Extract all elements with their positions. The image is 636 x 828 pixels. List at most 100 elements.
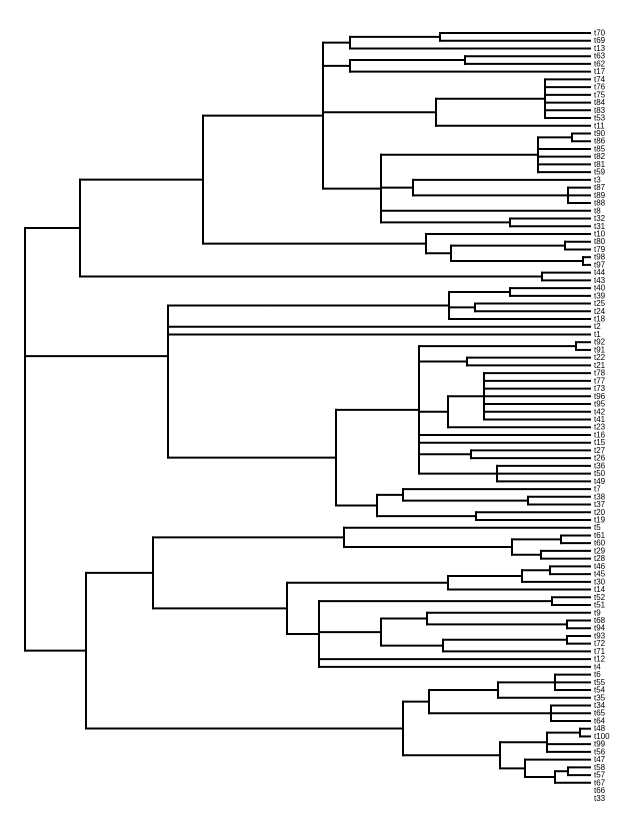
tip-label: t28 <box>594 554 606 563</box>
tip-label: t49 <box>594 477 606 486</box>
tip-label: t51 <box>594 601 606 610</box>
tip-label: t39 <box>594 291 606 300</box>
tip-label: t29 <box>594 546 606 555</box>
tip-label: t69 <box>594 36 606 45</box>
tip-label: t31 <box>594 222 606 231</box>
tip-label: t61 <box>594 531 606 540</box>
tip-label: t97 <box>594 260 606 269</box>
tip-label: t73 <box>594 384 606 393</box>
tip-label: t32 <box>594 214 606 223</box>
tip-labels: t70t69t13t63t62t17t74t76t75t84t83t53t11t… <box>594 29 610 803</box>
tip-label: t92 <box>594 338 606 347</box>
tip-label: t63 <box>594 52 606 61</box>
tip-label: t41 <box>594 415 606 424</box>
tip-label: t62 <box>594 59 606 68</box>
tip-label: t34 <box>594 701 606 710</box>
tip-label: t50 <box>594 469 606 478</box>
tip-label: t55 <box>594 678 606 687</box>
tip-label: t36 <box>594 461 606 470</box>
tip-label: t40 <box>594 284 606 293</box>
tip-label: t78 <box>594 369 606 378</box>
tip-label: t98 <box>594 253 606 262</box>
tip-label: t24 <box>594 307 606 316</box>
tip-label: t96 <box>594 392 606 401</box>
tip-label: t88 <box>594 199 606 208</box>
tip-label: t43 <box>594 276 606 285</box>
tip-label: t67 <box>594 778 606 787</box>
tip-label: t48 <box>594 724 606 733</box>
tree-branches <box>24 32 591 784</box>
tip-label: t14 <box>594 585 606 594</box>
tip-label: t60 <box>594 539 606 548</box>
tip-label: t100 <box>594 732 610 741</box>
tip-label: t84 <box>594 98 606 107</box>
tip-label: t86 <box>594 137 606 146</box>
tip-label: t95 <box>594 400 606 409</box>
tip-label: t57 <box>594 771 606 780</box>
tip-label: t76 <box>594 83 606 92</box>
tip-label: t53 <box>594 114 606 123</box>
tip-label: t12 <box>594 655 606 664</box>
tip-label: t3 <box>594 175 601 184</box>
tip-label: t85 <box>594 144 606 153</box>
tip-label: t64 <box>594 716 606 725</box>
tip-label: t18 <box>594 315 606 324</box>
tip-label: t13 <box>594 44 606 53</box>
tip-label: t38 <box>594 492 606 501</box>
tip-label: t80 <box>594 237 606 246</box>
tip-label: t90 <box>594 129 606 138</box>
tip-label: t99 <box>594 740 606 749</box>
tip-label: t16 <box>594 430 606 439</box>
tip-label: t65 <box>594 709 606 718</box>
tip-label: t59 <box>594 168 606 177</box>
tip-label: t68 <box>594 616 606 625</box>
tip-label: t56 <box>594 747 606 756</box>
tip-label: t10 <box>594 229 606 238</box>
tip-label: t20 <box>594 508 606 517</box>
tip-label: t46 <box>594 562 606 571</box>
tip-label: t87 <box>594 183 606 192</box>
tip-label: t4 <box>594 662 601 671</box>
tip-label: t91 <box>594 345 606 354</box>
tip-label: t77 <box>594 376 606 385</box>
tip-label: t58 <box>594 763 606 772</box>
tip-label: t9 <box>594 608 601 617</box>
tip-label: t22 <box>594 353 606 362</box>
tip-label: t33 <box>594 794 606 803</box>
tip-label: t94 <box>594 624 606 633</box>
tip-label: t35 <box>594 693 606 702</box>
tip-label: t70 <box>594 29 606 38</box>
tip-label: t66 <box>594 786 606 795</box>
tip-label: t81 <box>594 160 606 169</box>
tip-label: t42 <box>594 407 606 416</box>
tip-label: t54 <box>594 686 606 695</box>
tip-label: t72 <box>594 639 606 648</box>
tip-label: t37 <box>594 500 606 509</box>
tip-label: t93 <box>594 631 606 640</box>
tip-label: t21 <box>594 361 606 370</box>
tip-label: t7 <box>594 485 601 494</box>
tip-label: t82 <box>594 152 606 161</box>
tip-label: t2 <box>594 322 601 331</box>
tip-label: t74 <box>594 75 606 84</box>
tip-label: t1 <box>594 330 601 339</box>
tip-label: t5 <box>594 523 601 532</box>
tip-label: t19 <box>594 515 606 524</box>
tip-label: t30 <box>594 577 606 586</box>
tip-label: t52 <box>594 593 606 602</box>
tip-label: t23 <box>594 423 606 432</box>
tip-label: t75 <box>594 90 606 99</box>
tip-label: t26 <box>594 454 606 463</box>
tip-label: t8 <box>594 206 601 215</box>
tip-label: t6 <box>594 670 601 679</box>
tip-label: t25 <box>594 299 606 308</box>
tip-label: t47 <box>594 755 606 764</box>
tip-label: t27 <box>594 446 606 455</box>
tip-label: t15 <box>594 438 606 447</box>
tip-label: t89 <box>594 191 606 200</box>
tip-label: t71 <box>594 647 606 656</box>
tip-label: t11 <box>594 121 605 130</box>
tip-label: t45 <box>594 570 606 579</box>
tip-label: t83 <box>594 106 606 115</box>
